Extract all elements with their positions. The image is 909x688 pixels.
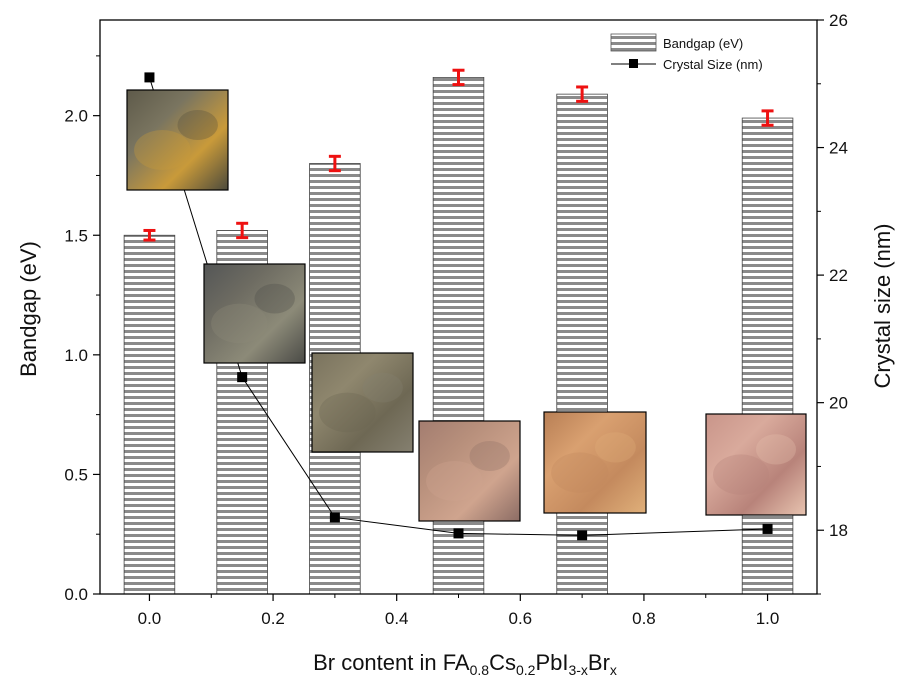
y2-tick-label: 20: [829, 394, 848, 413]
x-tick-label: 0.4: [385, 609, 409, 628]
bar-bandgap-0.7: [556, 93, 608, 595]
error-bars-layer: [143, 68, 774, 242]
legend-label-bandgap: Bandgap (eV): [663, 36, 743, 51]
bar-bandgap-1.0: [741, 117, 794, 595]
error-bar-0.0: [143, 228, 156, 242]
legend-marker-crystal: [629, 59, 638, 68]
legend-swatch-bandgap: [610, 33, 657, 52]
x-tick-label: 0.2: [261, 609, 285, 628]
y-tick-label: 0.5: [64, 465, 88, 484]
x-axis: 0.0 0.2 0.4 0.6 0.8 1.0: [138, 594, 780, 628]
error-bar-0.15: [236, 221, 249, 240]
marker-crystal-size-0.7: [577, 530, 588, 541]
marker-crystal-size-0.0: [144, 72, 155, 83]
error-bar-1.0: [761, 109, 774, 127]
film-image-0.0: [126, 89, 229, 191]
film-image-0.15: [203, 263, 306, 364]
bar-bandgap-0.0: [123, 234, 176, 595]
marker-crystal-size-0.5: [453, 528, 464, 539]
film-image-0.7: [543, 411, 647, 514]
legend-label-crystal: Crystal Size (nm): [663, 57, 763, 72]
marker-crystal-size-0.15: [237, 372, 248, 383]
marker-crystal-size-0.3: [329, 512, 340, 523]
y-tick-label: 1.5: [64, 226, 88, 245]
error-bar-0.5: [452, 68, 465, 87]
x-tick-label: 0.0: [138, 609, 162, 628]
x-tick-label: 0.8: [632, 609, 656, 628]
film-image-0.3: [311, 352, 414, 453]
y2-tick-label: 24: [829, 139, 848, 158]
y2-axis-title: Crystal size (nm): [870, 223, 895, 388]
y2-tick-label: 22: [829, 266, 848, 285]
y-axis-right: 18 20 22 24 26: [817, 11, 848, 595]
y2-tick-label: 18: [829, 521, 848, 540]
error-bar-0.7: [576, 85, 589, 103]
film-image-0.5: [418, 420, 521, 522]
y2-tick-label: 26: [829, 11, 848, 30]
film-image-1.0: [705, 413, 807, 516]
y-axis-left: 0.0 0.5 1.0 1.5 2.0: [64, 55, 100, 604]
y-tick-label: 0.0: [64, 585, 88, 604]
y-axis-title: Bandgap (eV): [16, 241, 41, 377]
y-tick-label: 2.0: [64, 107, 88, 126]
marker-crystal-size-1.0: [762, 523, 773, 534]
film-images-layer: [126, 89, 807, 522]
x-tick-label: 0.6: [508, 609, 532, 628]
y-tick-label: 1.0: [64, 346, 88, 365]
error-bar-0.3: [328, 154, 341, 173]
legend: Bandgap (eV) Crystal Size (nm): [610, 33, 763, 72]
x-axis-title: Br content in FA0.8Cs0.2PbI3-xBrx: [313, 650, 617, 678]
x-tick-label: 1.0: [756, 609, 780, 628]
